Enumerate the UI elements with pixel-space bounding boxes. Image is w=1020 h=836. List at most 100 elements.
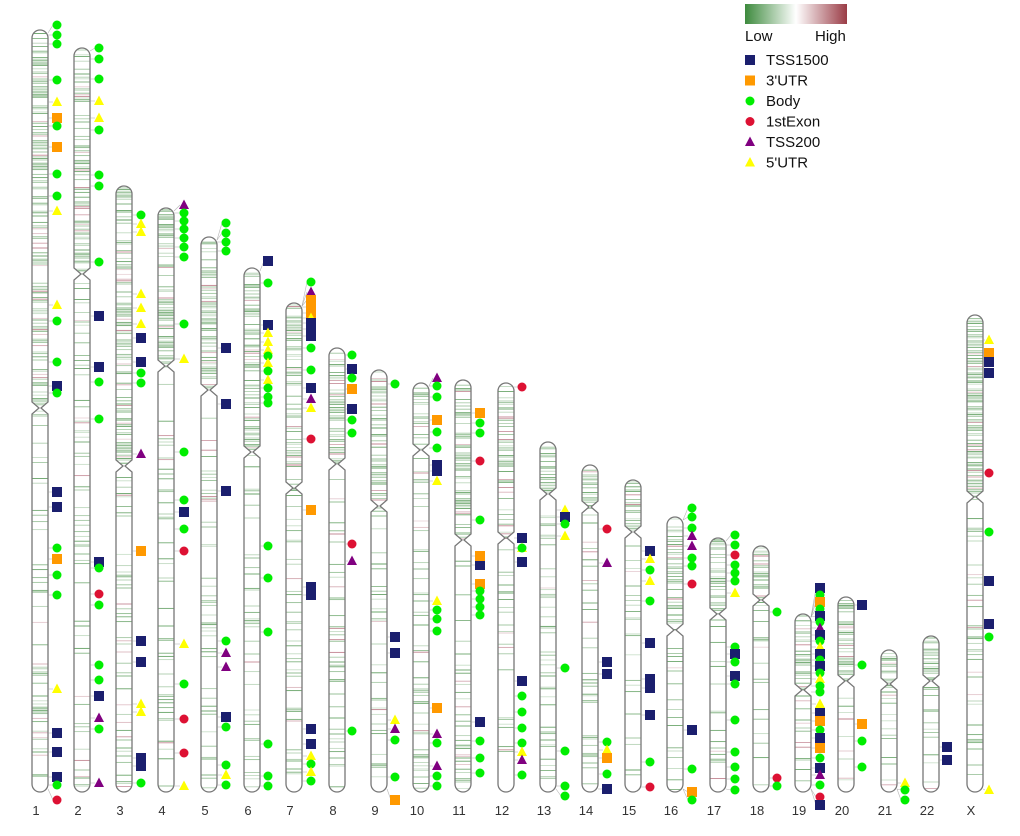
chromosome-label: 19 [792,803,806,818]
cpg-marker [136,706,146,716]
cpg-marker [602,744,612,754]
cpg-marker [221,780,231,790]
cpg-marker [263,398,273,408]
cpg-marker [221,647,231,657]
cpg-marker [602,524,612,534]
cpg-marker [306,739,316,749]
chromosome-outline [115,185,133,793]
colorbar-low-label: Low [745,28,773,45]
cpg-marker [687,512,697,522]
cpg-marker [815,668,825,678]
chromosome-outline [922,635,940,793]
density-stripes [710,539,726,779]
chromosome-22: 22 [920,635,952,818]
chromosome-body [74,48,90,792]
cpg-marker [179,780,189,790]
annotation-markers [769,607,782,791]
cpg-marker [560,781,570,791]
cpg-marker [517,770,527,780]
cpg-marker [602,769,612,779]
cpg-marker [179,524,189,534]
annotation-markers [345,350,357,736]
cpg-marker [984,527,994,537]
cpg-marker [179,714,189,724]
cpg-marker [263,541,273,551]
annotation-markers [514,382,527,780]
legend-item: TSS200 [745,134,820,151]
chromosome-outline [966,314,984,793]
cpg-marker [94,74,104,84]
cpg-marker [306,759,316,769]
cpg-marker [730,785,740,795]
cpg-marker [306,302,316,312]
cpg-marker [815,597,825,607]
cpg-marker [306,295,316,305]
cpg-marker [560,746,570,756]
cpg-marker [857,762,867,772]
cpg-marker [347,364,357,374]
cpg-marker [52,795,62,805]
chromosome-outline [752,545,770,793]
cpg-marker [560,663,570,673]
cpg-marker [517,738,527,748]
cpg-marker [687,553,697,563]
legend-marker-icon [745,75,755,86]
cpg-marker [390,723,400,733]
density-stripes [329,352,345,788]
cpg-marker [136,226,146,236]
cpg-marker [136,636,146,646]
chromosome-label: 13 [537,803,551,818]
cpg-marker [390,772,400,782]
cpg-marker [560,519,570,529]
cpg-marker [94,724,104,734]
chromosome-body [498,383,514,792]
cpg-marker [984,468,994,478]
legend-label: TSS200 [766,134,820,151]
cpg-marker [306,582,316,592]
cpg-marker [136,318,146,328]
chromosome-label: 21 [878,803,892,818]
cpg-marker [602,753,612,763]
cpg-marker [900,785,910,795]
cpg-marker [306,277,316,287]
cpg-marker [306,505,316,515]
cpg-marker [52,96,62,106]
cpg-marker [687,561,697,571]
cpg-marker [52,30,62,40]
legend-item: Body [745,93,801,110]
cpg-marker [52,191,62,201]
chromosome-outline [539,441,557,793]
chromosome-outline [243,267,261,793]
chromosome-14: 14 [579,464,612,818]
legend-label: 3'UTR [766,73,808,90]
cpg-marker [984,357,994,367]
annotation-markers [810,583,825,810]
chromosome-body [923,636,939,792]
cpg-marker [306,590,316,600]
chromosome-7: 7 [285,277,316,818]
cpg-marker [984,784,994,794]
cpg-marker [390,735,400,745]
annotation-markers [939,742,952,765]
cpg-marker [136,753,146,763]
annotation-markers [216,218,231,790]
cpg-marker [645,674,655,684]
chromosome-outline [73,47,91,793]
cpg-marker [52,142,62,152]
cpg-marker [645,596,655,606]
cpg-marker [263,256,273,266]
cpg-marker [221,399,231,409]
cpg-marker [432,381,442,391]
cpg-marker [602,657,612,667]
cpg-marker [94,589,104,599]
cpg-marker [475,551,485,561]
cpg-marker [687,764,697,774]
cpg-marker [730,715,740,725]
legend-item: 5'UTR [745,155,808,172]
cpg-marker [560,504,570,514]
annotation-markers [89,43,104,787]
cpg-marker [347,415,357,425]
cpg-marker [517,746,527,756]
legend-item: TSS1500 [745,52,829,69]
cpg-marker [221,760,231,770]
